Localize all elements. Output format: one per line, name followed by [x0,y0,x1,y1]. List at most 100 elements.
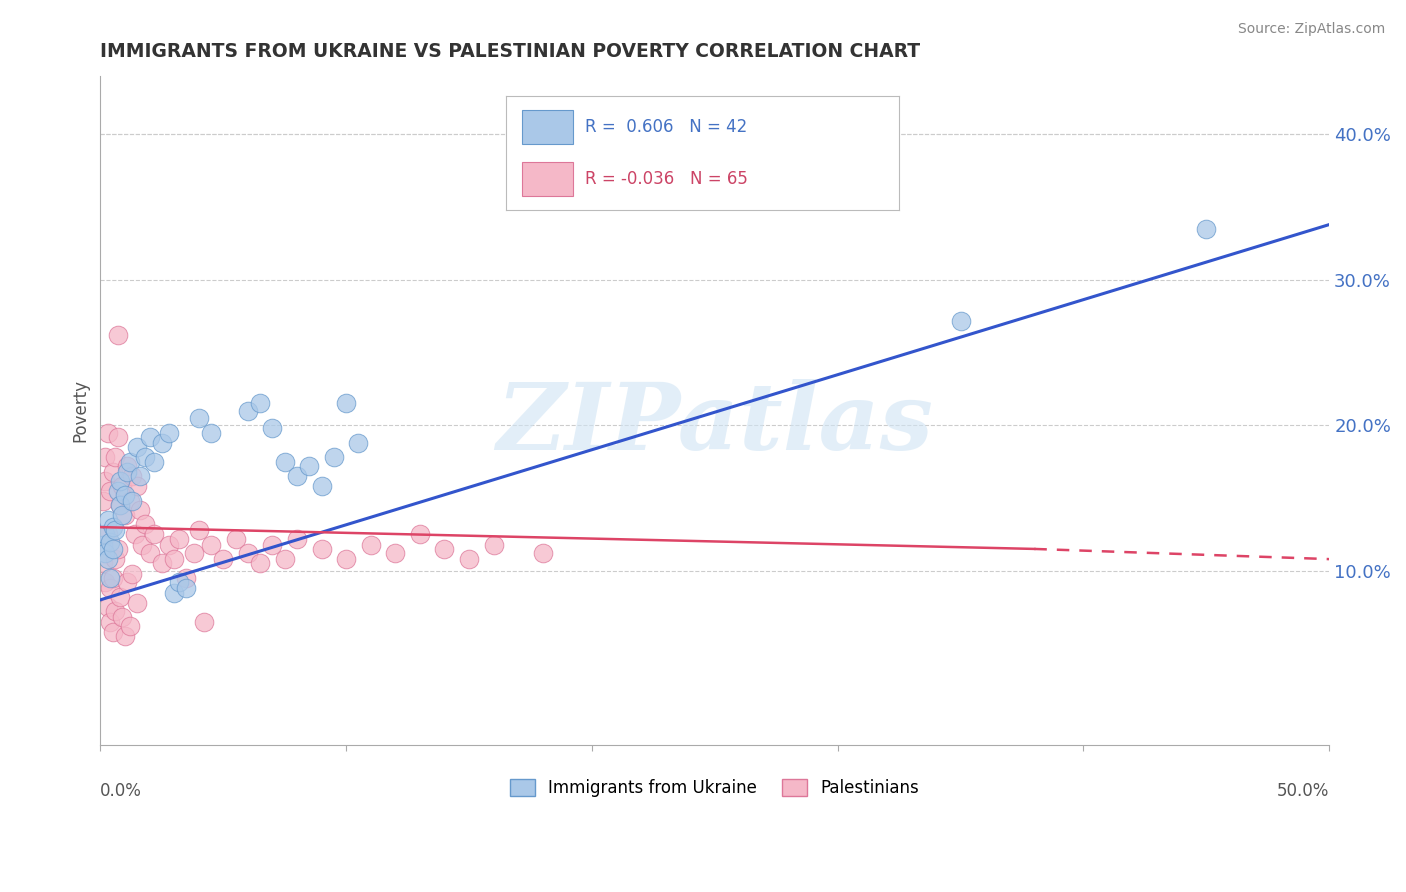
Text: Source: ZipAtlas.com: Source: ZipAtlas.com [1237,22,1385,37]
Point [98,483,121,498]
Point [121,494,143,508]
Point [107,430,129,444]
Point [101,520,124,534]
Point [101,465,124,479]
Point [482,537,505,551]
Point [118,455,141,469]
Point [273,552,295,566]
Point [183,546,205,560]
Point [212,552,235,566]
Point [433,541,456,556]
Point [143,455,166,469]
Point [111,479,134,493]
Point [311,541,333,556]
Point [187,411,209,425]
Point [107,483,129,498]
Point [360,537,382,551]
Point [94,450,117,465]
Point [94,575,117,590]
Point [167,575,190,590]
Point [458,552,481,566]
Point [127,479,149,493]
Point [273,455,295,469]
Point [101,541,124,556]
Point [167,532,190,546]
Point [98,571,121,585]
Point [104,552,127,566]
Point [200,425,222,440]
Point [138,430,160,444]
Point [347,435,370,450]
Point [311,479,333,493]
Point [131,537,153,551]
Point [138,546,160,560]
Point [531,546,554,560]
Point [335,396,357,410]
Text: 0.0%: 0.0% [100,781,142,799]
Point [949,313,972,327]
Point [249,557,271,571]
Point [91,494,114,508]
Text: IMMIGRANTS FROM UKRAINE VS PALESTINIAN POVERTY CORRELATION CHART: IMMIGRANTS FROM UKRAINE VS PALESTINIAN P… [100,42,921,61]
Point [128,469,150,483]
Point [262,421,284,435]
Point [97,552,120,566]
Point [335,552,357,566]
Point [134,517,156,532]
Point [236,403,259,417]
Point [249,396,271,410]
Point [111,508,134,523]
Point [107,541,129,556]
Y-axis label: Poverty: Poverty [72,379,89,442]
Point [187,523,209,537]
Text: 50.0%: 50.0% [1277,781,1329,799]
Point [150,557,173,571]
Point [108,498,131,512]
Point [117,465,139,479]
Point [285,469,308,483]
Point [193,615,215,629]
Point [157,425,180,440]
Point [97,600,120,615]
Point [97,527,120,541]
Point [101,624,124,639]
Point [409,527,432,541]
Point [124,527,146,541]
Point [236,546,259,560]
Point [117,575,139,590]
Text: ZIPatlas: ZIPatlas [496,379,934,469]
Point [108,498,131,512]
Point [118,619,141,633]
Point [94,527,117,541]
Point [322,450,344,465]
Point [101,571,124,585]
Point [94,546,117,560]
Point [157,537,180,551]
Point [114,508,136,523]
Point [94,474,117,488]
Point [176,571,198,585]
Point [150,435,173,450]
Point [163,585,186,599]
Point [114,629,136,643]
Point [98,581,121,595]
Point [107,328,129,343]
Point [127,440,149,454]
Point [143,527,166,541]
Point [98,534,121,549]
Point [200,537,222,551]
Point [121,566,143,581]
Point [134,450,156,465]
Point [1195,222,1218,236]
Point [104,450,127,465]
Point [163,552,186,566]
Point [121,469,143,483]
Point [128,502,150,516]
Point [104,523,127,537]
Point [117,458,139,473]
Point [127,596,149,610]
Point [108,590,131,604]
Legend: Immigrants from Ukraine, Palestinians: Immigrants from Ukraine, Palestinians [503,772,927,804]
Point [91,537,114,551]
Point [111,610,134,624]
